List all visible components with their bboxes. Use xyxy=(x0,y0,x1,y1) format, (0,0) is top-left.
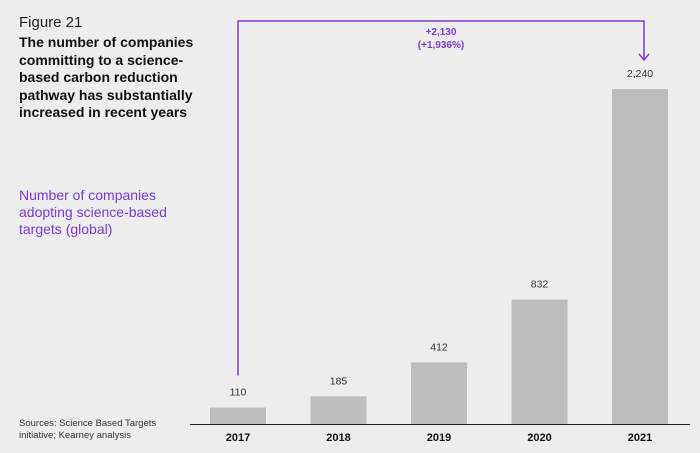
x-tick-label-2020: 2020 xyxy=(527,432,551,444)
bar-2017 xyxy=(210,407,266,424)
source-note: Sources: Science Based Targets initiativ… xyxy=(19,418,157,441)
growth-percent-label: (+1,936%) xyxy=(418,40,464,51)
growth-annotation: +2,130 (+1,936%) xyxy=(237,20,650,376)
chart-subtitle: Number of companies adopting science-bas… xyxy=(19,187,167,237)
figure-label: Figure 21 xyxy=(19,14,83,31)
value-label-2019: 412 xyxy=(430,341,448,353)
bar-2018 xyxy=(310,396,367,424)
chart-title: The number of companies committing to a … xyxy=(19,34,194,120)
x-tick-label-2021: 2021 xyxy=(628,432,652,444)
bar-2019 xyxy=(411,362,467,424)
x-tick-label-2017: 2017 xyxy=(226,432,250,444)
growth-absolute-label: +2,130 xyxy=(426,27,457,38)
bar-2020 xyxy=(511,299,568,424)
value-label-2021: 2,240 xyxy=(627,68,653,80)
value-label-2017: 110 xyxy=(230,387,247,399)
value-label-2018: 185 xyxy=(330,375,348,387)
growth-bracket xyxy=(237,20,645,376)
x-tick-label-2018: 2018 xyxy=(326,432,350,444)
x-tick-label-2019: 2019 xyxy=(427,432,451,444)
bar-2021 xyxy=(612,89,668,424)
arrow-down-icon xyxy=(638,53,650,62)
value-label-2020: 832 xyxy=(531,279,549,291)
bars-group: 110 2017 185 2018 412 2019 832 2020 2,240 2021 xyxy=(210,68,668,444)
